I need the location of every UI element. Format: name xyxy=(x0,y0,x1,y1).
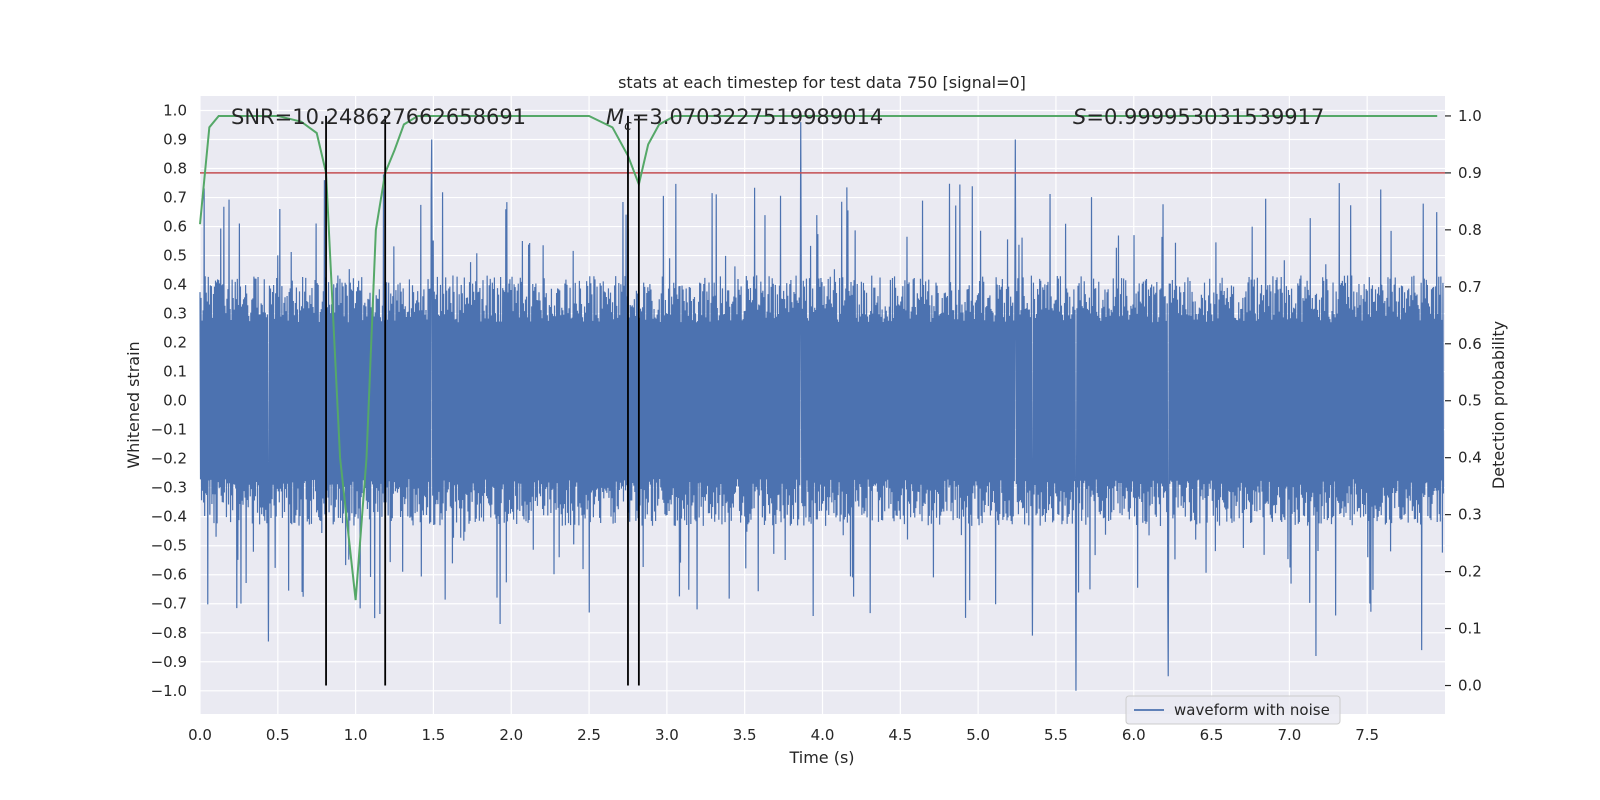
x-axis-label: Time (s) xyxy=(788,748,854,767)
score-symbol: S xyxy=(1073,105,1086,129)
legend-label: waveform with noise xyxy=(1174,701,1330,719)
y-tick-label-left: 0.6 xyxy=(163,218,187,236)
y-tick-label-left: 0.7 xyxy=(163,189,187,207)
legend-box xyxy=(1125,695,1341,725)
y-tick-label-right: 0.8 xyxy=(1458,221,1482,239)
x-tick-label: 3.5 xyxy=(733,726,757,744)
y-tick-label-left: −0.4 xyxy=(151,508,187,526)
chirp-mass-subscript: c xyxy=(624,118,632,134)
x-tick-label: 1.5 xyxy=(422,726,446,744)
y-tick-label-left: −0.3 xyxy=(151,479,187,497)
y-tick-label-left: −0.5 xyxy=(151,537,187,555)
y-tick-label-left: 0.4 xyxy=(163,276,187,294)
y-tick-label-left: −1.0 xyxy=(151,682,187,700)
y-tick-label-right: 0.9 xyxy=(1458,164,1482,182)
x-tick-label: 0.0 xyxy=(188,726,212,744)
y-tick-label-right: 0.7 xyxy=(1458,278,1482,296)
y-axis-left-ticks: 1.0 0.9 0.8 0.7 0.6 0.5 0.4 0.3 0.2 0.1 0.0 −0.1 −0.… xyxy=(151,102,187,700)
y-tick-label-left: 0.2 xyxy=(163,334,187,352)
y-tick-label-left: −0.1 xyxy=(151,421,187,439)
y-tick-label-right: 0.0 xyxy=(1458,677,1482,695)
x-tick-label: 5.0 xyxy=(966,726,990,744)
x-tick-label: 6.5 xyxy=(1200,726,1224,744)
chirp-mass-annotation: Mc=3.0703227519989014 xyxy=(606,105,883,134)
x-tick-label: 3.0 xyxy=(655,726,679,744)
y-axis-right-label: Detection probability xyxy=(1489,321,1508,489)
y-tick-label-right: 0.4 xyxy=(1458,449,1482,467)
chirp-mass-symbol: M xyxy=(606,105,624,129)
x-tick-label: 6.0 xyxy=(1122,726,1146,744)
y-tick-label-left: 0.1 xyxy=(163,363,187,381)
x-axis-ticks: 0.0 0.5 1.0 1.5 2.0 2.5 3.0 3.5 4.0 4.5 5.0 5.5 6.0 6… xyxy=(188,726,1379,744)
y-tick-label-left: 0.8 xyxy=(163,160,187,178)
x-tick-label: 7.5 xyxy=(1355,726,1379,744)
y-tick-label-left: 0.3 xyxy=(163,305,187,323)
x-tick-label: 4.5 xyxy=(888,726,912,744)
y-tick-label-left: 0.5 xyxy=(163,247,187,265)
x-tick-label: 7.0 xyxy=(1277,726,1301,744)
y-tick-label-left: −0.2 xyxy=(151,450,187,468)
x-tick-label: 4.0 xyxy=(811,726,835,744)
y-tick-label-left: 1.0 xyxy=(163,102,187,120)
score-value: =0.999953031539917 xyxy=(1086,105,1324,129)
y-axis-left-label: Whitened strain xyxy=(124,341,143,468)
y-tick-label-right: 0.5 xyxy=(1458,392,1482,410)
snr-annotation: SNR=10.248627662658691 xyxy=(231,105,526,129)
y-tick-label-left: −0.7 xyxy=(151,595,187,613)
y-tick-label-left: −0.6 xyxy=(151,566,187,584)
y-tick-label-left: −0.9 xyxy=(151,653,187,671)
y-tick-label-right: 0.1 xyxy=(1458,620,1482,638)
x-tick-label: 1.0 xyxy=(344,726,368,744)
y-tick-label-right: 0.3 xyxy=(1458,506,1482,524)
score-annotation: S=0.999953031539917 xyxy=(1073,105,1324,129)
chart-title: stats at each timestep for test data 750… xyxy=(618,73,1026,92)
legend: waveform with noise xyxy=(1125,695,1341,725)
y-tick-label-right: 1.0 xyxy=(1458,107,1482,125)
x-tick-label: 2.0 xyxy=(499,726,523,744)
y-tick-label-left: 0.9 xyxy=(163,131,187,149)
vertical-markers xyxy=(325,115,640,686)
x-tick-label: 5.5 xyxy=(1044,726,1068,744)
x-tick-label: 2.5 xyxy=(577,726,601,744)
chirp-mass-value: =3.0703227519989014 xyxy=(632,105,883,129)
y-tick-label-right: 0.2 xyxy=(1458,563,1482,581)
waveform-series xyxy=(199,122,1445,691)
y-axis-right-ticks: 1.0 0.9 0.8 0.7 0.6 0.5 0.4 0.3 0.2 0.1 0.0 xyxy=(1445,107,1482,695)
y-tick-label-left: −0.8 xyxy=(151,624,187,642)
y-tick-label-left: 0.0 xyxy=(163,392,187,410)
y-tick-label-right: 0.6 xyxy=(1458,335,1482,353)
x-tick-label: 0.5 xyxy=(266,726,290,744)
